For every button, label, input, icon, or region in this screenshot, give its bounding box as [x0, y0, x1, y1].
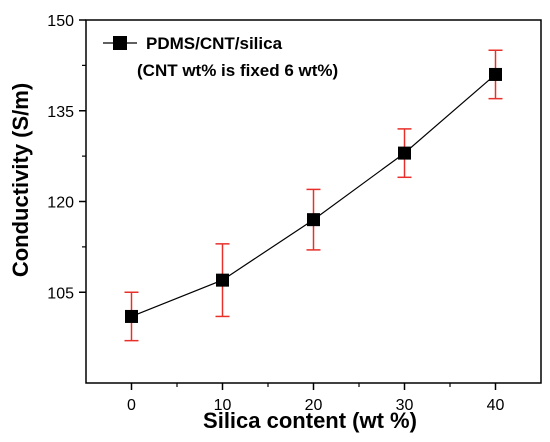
x-tick-label-40: 40 — [487, 397, 505, 414]
x-axis-title: Silica content (wt %) — [203, 408, 417, 433]
x-tick-label-10: 10 — [214, 397, 232, 414]
x-tick-label-30: 30 — [396, 397, 414, 414]
data-point-0 — [125, 309, 138, 323]
legend: PDMS/CNT/silica (CNT wt% is fixed 6 wt%) — [103, 34, 338, 80]
data-point-10 — [216, 273, 229, 287]
legend-label-2: (CNT wt% is fixed 6 wt%) — [137, 61, 338, 80]
y-tick-label-105: 105 — [47, 285, 74, 302]
y-tick-label-135: 135 — [47, 104, 74, 121]
x-tick-label-0: 0 — [127, 397, 136, 414]
legend-label-1: PDMS/CNT/silica — [146, 34, 283, 53]
y-tick-label-150: 150 — [47, 13, 74, 30]
y-axis-title: Conductivity (S/m) — [8, 83, 33, 277]
legend-marker — [113, 36, 127, 50]
tick-labels: 0 10 20 30 40 105 120 135 150 — [47, 13, 504, 414]
data-point-30 — [398, 146, 411, 160]
axis-ticks — [79, 19, 497, 390]
data-point-20 — [307, 213, 320, 227]
x-tick-label-20: 20 — [305, 397, 323, 414]
data-point-40 — [489, 67, 502, 81]
y-tick-label-120: 120 — [47, 195, 74, 212]
series-layer — [124, 49, 503, 342]
